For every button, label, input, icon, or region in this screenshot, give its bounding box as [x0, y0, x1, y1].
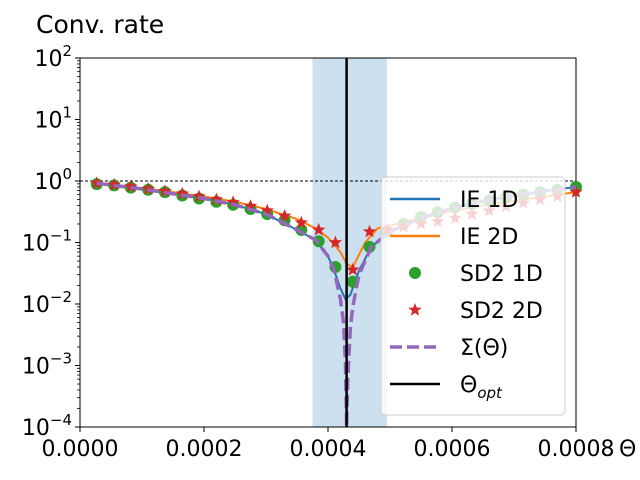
sd2-2d-point — [90, 176, 104, 189]
x-tick-label: 0.0002 — [166, 437, 243, 462]
y-tick-label: 101 — [34, 104, 72, 134]
sd2-2d-point — [243, 199, 258, 212]
y-tick-label: 10−3 — [22, 350, 72, 380]
sd2-2d-point — [175, 186, 189, 200]
sd2-2d-point — [260, 203, 274, 217]
y-tick-label: 102 — [34, 42, 72, 72]
legend-label-ie2d: IE 2D — [460, 225, 518, 250]
legend-label-sd2_2d: SD2 2D — [460, 299, 543, 324]
sd2-2d-point — [312, 222, 326, 236]
x-tick-label: 0.0006 — [414, 437, 491, 462]
y-tick-label: 10−4 — [22, 411, 72, 441]
legend-label-sigma: Σ(Θ) — [460, 336, 508, 361]
sd2-2d-point — [569, 185, 583, 198]
y-tick-label: 10−2 — [22, 288, 72, 318]
x-tick-label: 0.0008 — [538, 437, 615, 462]
y-tick-label: 100 — [34, 165, 72, 195]
sd2-2d-point — [277, 209, 292, 222]
chart-title: Conv. rate — [36, 10, 164, 39]
legend-label-opt: Θopt — [460, 373, 503, 402]
sd2-2d-point — [346, 262, 360, 276]
y-tick-label: 10−1 — [22, 227, 72, 257]
sd2-2d-point — [328, 235, 343, 249]
legend-swatch-sd2_1d — [409, 267, 421, 279]
x-tick-label: 0.0000 — [42, 437, 119, 462]
legend-swatch-sd2_2d — [408, 303, 422, 316]
sd2-2d-point — [362, 224, 377, 238]
sd2-2d-point — [294, 215, 308, 229]
sd2-2d-point — [158, 184, 172, 197]
legend-label-ie1d: IE 1D — [460, 188, 518, 213]
legend-label-sd2_1d: SD2 1D — [460, 262, 543, 287]
sd2-2d-point — [192, 189, 206, 203]
x-tick-label: 0.0004 — [290, 437, 367, 462]
sd2-2d-point — [209, 192, 224, 206]
sd2-2d-point — [226, 195, 240, 208]
x-axis-label: Θ — [619, 437, 636, 462]
